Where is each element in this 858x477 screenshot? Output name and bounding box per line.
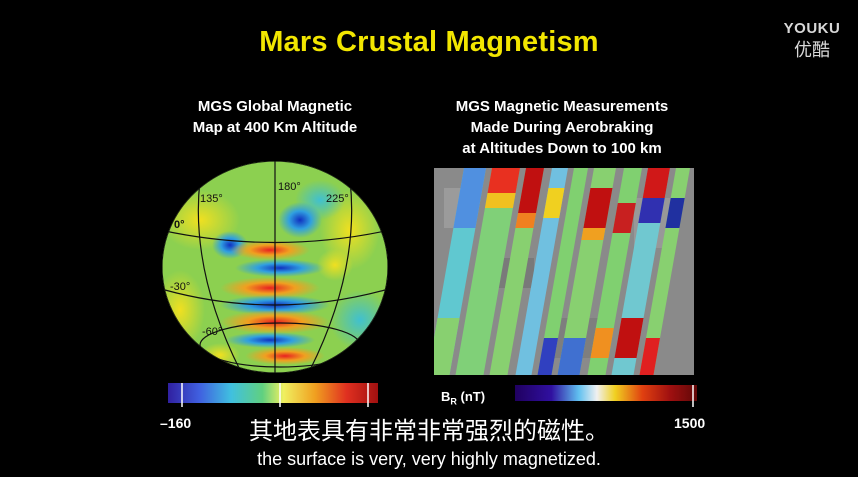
aerobraking-track-map <box>434 168 694 375</box>
watermark-line2: 优酷 <box>794 40 830 60</box>
right-panel-caption: MGS Magnetic Measurements Made During Ae… <box>412 96 712 159</box>
lat-0-label: 0° <box>174 219 185 231</box>
scale-unit-label: BR (nT) <box>441 389 486 407</box>
left-color-scale-bar <box>168 383 378 407</box>
lat-m60-label: -60° <box>202 326 222 338</box>
right-color-scale-bar <box>515 385 697 407</box>
left-caption-line2: Map at 400 Km Altitude <box>192 119 358 136</box>
global-magnetic-globe: 135° 180° 225° 0° -30° -60° <box>162 161 388 373</box>
right-caption-line1: MGS Magnetic Measurements <box>455 98 669 115</box>
watermark-line1: YOUKU <box>783 20 841 37</box>
lon-135-label: 135° <box>200 193 223 205</box>
scale-min-label: –160 <box>160 415 192 431</box>
subtitle-chinese: 其地表具有非常非常强烈的磁性。 <box>249 418 609 445</box>
right-caption-line3: at Altitudes Down to 100 km <box>462 140 662 157</box>
lat-m30-label: -30° <box>170 281 190 293</box>
right-caption-line2: Made During Aerobraking <box>470 119 654 136</box>
slide-title: Mars Crustal Magnetism <box>259 26 599 58</box>
lon-180-label: 180° <box>278 181 301 193</box>
left-caption-line1: MGS Global Magnetic <box>197 98 353 115</box>
left-panel-caption: MGS Global Magnetic Map at 400 Km Altitu… <box>150 96 400 138</box>
scale-max-label: 1500 <box>674 415 706 431</box>
subtitle-english: the surface is very, very highly magneti… <box>257 449 601 469</box>
lon-225-label: 225° <box>326 193 349 205</box>
youku-watermark: YOUKU 优酷 <box>776 20 848 62</box>
